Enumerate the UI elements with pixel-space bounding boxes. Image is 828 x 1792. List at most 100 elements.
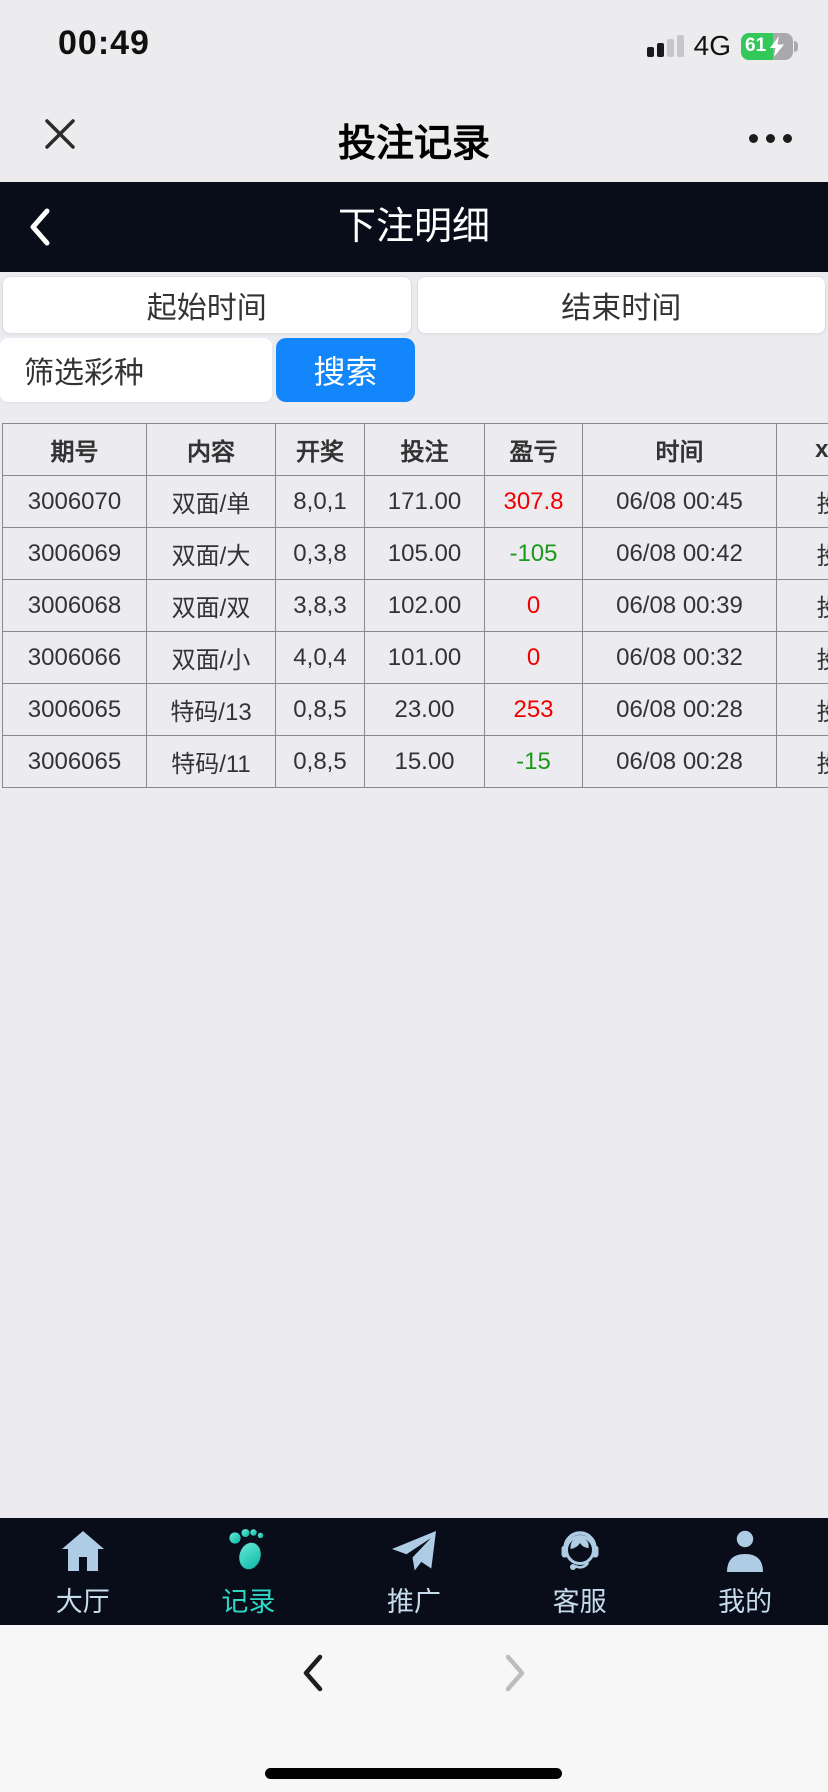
person-icon [721,1526,769,1576]
cell-draw: 0,8,5 [275,683,365,736]
cell-period: 3006069 [2,527,147,580]
table-row: 3006068 双面/双 3,8,3 102.00 0 06/08 00:39 … [2,579,828,632]
nav-title: 投注记录 [337,123,490,165]
col-period: 期号 [2,423,147,476]
filter-row-dates: 起始时间 结束时间 [2,276,826,334]
cell-profit: -105 [484,527,583,580]
cell-content: 双面/双 [146,579,276,632]
cell-action-button[interactable]: 投 [776,735,828,788]
cell-action-button[interactable]: 投 [776,683,828,736]
cell-draw: 0,3,8 [275,527,365,580]
cell-period: 3006065 [2,683,147,736]
status-icons: 4G 61 [646,30,798,62]
table-row: 3006065 特码/13 0,8,5 23.00 253 06/08 00:2… [2,683,828,736]
tab-profile[interactable]: 我的 [662,1518,828,1625]
cell-content: 特码/11 [146,735,276,788]
cell-period: 3006065 [2,735,147,788]
col-action: xx [776,423,828,476]
cell-bet: 23.00 [364,683,485,736]
search-button[interactable]: 搜索 [276,338,415,402]
pager [0,1651,828,1695]
col-content: 内容 [146,423,276,476]
cell-period: 3006068 [2,579,147,632]
charging-bolt-icon [770,35,784,57]
cell-time: 06/08 00:32 [582,631,777,684]
col-bet: 投注 [364,423,485,476]
cell-time: 06/08 00:42 [582,527,777,580]
tab-promotion[interactable]: 推广 [331,1518,497,1625]
filter-row-type: 筛选彩种 搜索 [0,338,828,402]
bet-records-table: 期号 内容 开奖 投注 盈亏 时间 xx 3006070 双面/单 8,0,1 … [0,423,828,788]
cell-bet: 171.00 [364,475,485,528]
pager-back-icon[interactable] [295,1651,331,1695]
tab-label: 记录 [221,1587,276,1617]
cell-profit: 253 [484,683,583,736]
tab-label: 客服 [552,1587,607,1617]
more-menu-icon[interactable] [743,128,798,149]
battery-percent: 61 [745,35,767,56]
cell-action-button[interactable]: 投 [776,631,828,684]
cell-draw: 4,0,4 [275,631,365,684]
table-row: 3006065 特码/11 0,8,5 15.00 -15 06/08 00:2… [2,735,828,788]
tab-records[interactable]: 记录 [166,1518,332,1625]
cell-time: 06/08 00:28 [582,735,777,788]
top-chrome: 00:49 4G 61 投注记录 [0,0,828,182]
cell-bet: 101.00 [364,631,485,684]
cell-period: 3006066 [2,631,147,684]
cell-draw: 0,8,5 [275,735,365,788]
cell-content: 特码/13 [146,683,276,736]
footprint-icon [224,1526,272,1576]
back-chevron-icon[interactable] [26,204,76,250]
pager-forward-icon[interactable] [497,1651,533,1695]
cell-bet: 102.00 [364,579,485,632]
cell-profit: 0 [484,579,583,632]
start-time-input[interactable]: 起始时间 [2,276,412,334]
tab-label: 大厅 [55,1587,110,1617]
cell-action-button[interactable]: 投 [776,579,828,632]
network-type-label: 4G [693,30,731,61]
battery-fill [741,32,773,60]
cell-draw: 3,8,3 [275,579,365,632]
cell-action-button[interactable]: 投 [776,475,828,528]
battery-icon: 61 [741,32,798,60]
table-row: 3006069 双面/大 0,3,8 105.00 -105 06/08 00:… [2,527,828,580]
cell-time: 06/08 00:45 [582,475,777,528]
paper-plane-icon [390,1526,438,1576]
col-profit: 盈亏 [484,423,583,476]
page-header: 下注明细 [0,182,828,272]
status-time: 00:49 [58,24,150,62]
table-row: 3006070 双面/单 8,0,1 171.00 307.8 06/08 00… [2,475,828,528]
cell-bet: 105.00 [364,527,485,580]
headset-icon [556,1526,604,1576]
cell-bet: 15.00 [364,735,485,788]
tab-label: 推广 [386,1587,441,1617]
cell-content: 双面/小 [146,631,276,684]
cell-period: 3006070 [2,475,147,528]
cell-action-button[interactable]: 投 [776,527,828,580]
tab-support[interactable]: 客服 [497,1518,663,1625]
table-header-row: 期号 内容 开奖 投注 盈亏 时间 xx [2,423,828,476]
page-title: 下注明细 [337,206,490,248]
cell-time: 06/08 00:39 [582,579,777,632]
home-indicator[interactable] [265,1768,562,1779]
col-draw: 开奖 [275,423,365,476]
cell-profit: -15 [484,735,583,788]
signal-strength-icon [646,35,684,57]
cell-content: 双面/大 [146,527,276,580]
cell-time: 06/08 00:28 [582,683,777,736]
cell-profit: 0 [484,631,583,684]
lottery-type-input[interactable]: 筛选彩种 [0,338,272,402]
tab-lobby[interactable]: 大厅 [0,1518,166,1625]
cell-content: 双面/单 [146,475,276,528]
bottom-area [0,1625,828,1792]
cell-profit: 307.8 [484,475,583,528]
end-time-input[interactable]: 结束时间 [416,276,826,334]
close-icon[interactable] [36,110,84,158]
cell-draw: 8,0,1 [275,475,365,528]
tab-label: 我的 [718,1587,773,1617]
table-row: 3006066 双面/小 4,0,4 101.00 0 06/08 00:32 … [2,631,828,684]
col-time: 时间 [582,423,777,476]
home-icon [59,1526,107,1576]
tab-bar: 大厅 记录 [0,1518,828,1625]
